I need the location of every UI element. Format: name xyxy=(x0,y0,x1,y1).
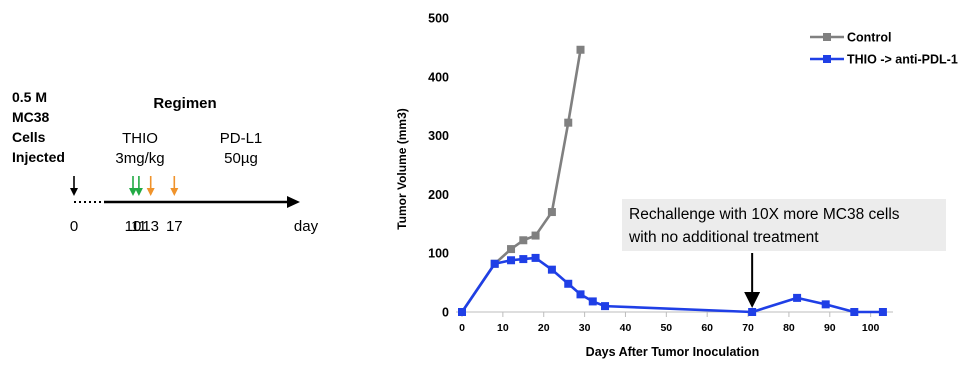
legend-marker xyxy=(823,55,831,63)
y-axis: 0 100 200 300 400 500 xyxy=(428,12,449,320)
x-axis-label: Days After Tumor Inoculation xyxy=(586,345,760,359)
data-point xyxy=(878,308,887,316)
data-point xyxy=(748,308,757,316)
y-axis-label: Tumor Volume (mm3) xyxy=(395,108,409,230)
x-tick-label: 30 xyxy=(579,322,591,334)
injection-label-line: Injected xyxy=(12,149,65,165)
data-point xyxy=(519,236,528,245)
legend-label: Control xyxy=(847,31,891,45)
timeline-tick-label: 13 xyxy=(142,218,159,235)
timeline-unit-label: day xyxy=(294,218,319,235)
legend-marker xyxy=(823,33,831,41)
data-point xyxy=(576,290,585,299)
data-point xyxy=(531,231,540,240)
y-tick-label: 200 xyxy=(428,188,449,202)
y-tick-label: 300 xyxy=(428,129,449,143)
data-point xyxy=(564,279,573,288)
data-point xyxy=(458,308,466,316)
data-point xyxy=(519,255,528,264)
legend-label: THIO -> anti-PDL-1 xyxy=(847,53,958,67)
x-tick-label: 10 xyxy=(497,322,509,334)
series-layer xyxy=(458,45,887,316)
x-tick-label: 60 xyxy=(701,322,713,334)
series-line xyxy=(460,49,582,313)
data-point xyxy=(547,265,556,274)
data-point xyxy=(490,259,499,268)
x-tick-label: 50 xyxy=(660,322,672,334)
data-point xyxy=(576,45,585,54)
timeline-tick-label: 10 xyxy=(125,218,142,235)
thio-arrow-icon xyxy=(129,188,137,196)
data-point xyxy=(793,293,802,302)
pdl1-dose: 50µg xyxy=(224,150,258,167)
thio-dose: 3mg/kg xyxy=(115,150,164,167)
data-point xyxy=(507,256,516,265)
thio-arrow-icon xyxy=(134,188,143,196)
timeline-tick-label: 17 xyxy=(166,218,183,235)
data-point xyxy=(564,118,573,127)
x-tick-label: 100 xyxy=(862,322,880,334)
legend: Control THIO -> anti-PDL-1 xyxy=(810,31,958,67)
regimen-title: Regimen xyxy=(153,95,216,112)
timeline-tick-label: 11 xyxy=(131,218,147,235)
rechallenge-callout: Rechallenge with 10X more MC38 cells wit… xyxy=(622,199,946,308)
y-tick-label: 100 xyxy=(428,247,449,261)
y-tick-label: 400 xyxy=(428,70,449,84)
timeline-tick-label: 0 xyxy=(70,218,78,235)
callout-box xyxy=(622,199,946,251)
x-tick-label: 40 xyxy=(620,322,632,334)
pdl1-arrow-icon xyxy=(146,188,155,196)
injection-arrow-icon xyxy=(70,188,78,196)
treatment-schematic: 0.5 M MC38 Cells Injected Regimen THIO 3… xyxy=(12,89,319,235)
callout-text-line: Rechallenge with 10X more MC38 cells xyxy=(629,206,900,223)
y-tick-label: 0 xyxy=(442,306,449,320)
thio-label: THIO xyxy=(122,130,158,147)
injection-label-line: Cells xyxy=(12,129,46,145)
timeline-arrowhead xyxy=(287,196,300,208)
x-tick-label: 90 xyxy=(824,322,836,334)
x-tick-label: 20 xyxy=(538,322,550,334)
data-point xyxy=(531,253,540,262)
data-point xyxy=(850,308,859,316)
injection-label: 0.5 M MC38 Cells Injected xyxy=(12,89,65,165)
y-tick-label: 500 xyxy=(428,12,449,26)
pdl1-arrow-icon xyxy=(170,188,179,196)
x-tick-label: 0 xyxy=(459,322,465,334)
x-axis: 0 10 20 30 40 50 60 70 80 90 100 xyxy=(456,311,893,334)
data-point xyxy=(588,297,597,306)
callout-text-line: with no additional treatment xyxy=(628,229,819,246)
injection-label-line: MC38 xyxy=(12,109,50,125)
injection-label-line: 0.5 M xyxy=(12,89,47,105)
series-line xyxy=(460,256,883,314)
pdl1-label: PD-L1 xyxy=(220,130,263,147)
data-point xyxy=(601,302,610,311)
data-point xyxy=(507,245,516,254)
data-point xyxy=(821,300,830,309)
x-tick-label: 70 xyxy=(742,322,754,334)
x-tick-label: 80 xyxy=(783,322,795,334)
data-point xyxy=(547,208,556,217)
